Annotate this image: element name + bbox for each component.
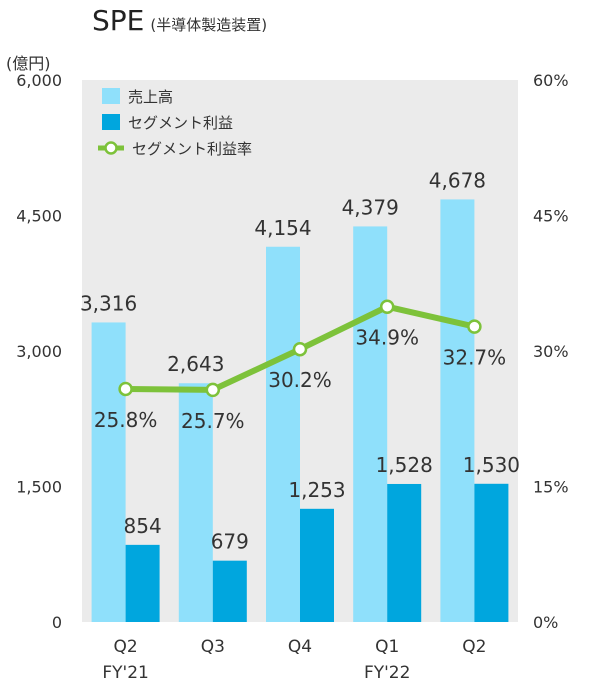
y2-tick-label: 15% <box>533 478 569 497</box>
legend-label-margin: セグメント利益率 <box>132 140 252 158</box>
chart-title-main: SPE <box>92 4 145 37</box>
chart-title: SPE (半導体製造装置) <box>92 4 267 37</box>
bar-segment-profit <box>300 508 334 622</box>
bar-sales <box>178 383 213 622</box>
legend-marker-margin <box>104 141 118 155</box>
x-group-label: FY'21 <box>102 663 148 683</box>
legend-label-profit: セグメント利益 <box>128 114 233 132</box>
y2-tick-label: 0% <box>533 613 558 632</box>
line-point-segment-margin <box>205 382 221 398</box>
x-tick-label: Q2 <box>113 637 137 657</box>
x-tick-label: Q3 <box>201 637 225 657</box>
line-point-label: 32.7% <box>443 346 507 370</box>
bar-sales-label: 4,154 <box>254 216 311 240</box>
bar-sales-label: 4,379 <box>342 195 399 219</box>
bar-sales-label: 4,678 <box>429 168 486 192</box>
line-point-label: 34.9% <box>355 326 419 350</box>
chart-subtitle: (半導体製造装置) <box>150 16 268 34</box>
y-axis-unit-label: (億円) <box>6 54 51 73</box>
line-point-label: 30.2% <box>268 368 332 392</box>
bar-segment-profit <box>125 544 160 622</box>
bar-sales <box>440 199 475 623</box>
bar-sales-label: 3,316 <box>80 291 137 315</box>
x-group-label: FY'22 <box>364 663 410 683</box>
y2-tick-label: 60% <box>533 71 569 90</box>
bar-sales <box>91 322 126 622</box>
bar-profit-label: 1,528 <box>376 453 433 477</box>
x-tick-label: Q2 <box>462 637 486 657</box>
bar-segment-profit <box>212 560 247 622</box>
bar-segment-profit <box>387 483 422 622</box>
bar-sales-label: 2,643 <box>167 352 224 376</box>
y-tick-label: 3,000 <box>16 342 62 361</box>
y-tick-label: 1,500 <box>16 478 62 497</box>
legend-swatch-sales <box>102 88 120 104</box>
bar-profit-label: 679 <box>211 530 249 554</box>
legend-swatch-profit <box>102 114 120 130</box>
bar-profit-label: 854 <box>124 514 162 538</box>
line-point-segment-margin <box>292 341 308 357</box>
y-tick-label: 0 <box>52 613 62 632</box>
line-point-segment-margin <box>379 299 395 314</box>
x-tick-label: Q4 <box>288 637 312 657</box>
line-point-segment-margin <box>467 319 482 334</box>
bar-segment-profit <box>474 483 509 622</box>
y-tick-label: 6,000 <box>16 71 62 90</box>
bar-sales <box>266 246 300 622</box>
bar-profit-label: 1,530 <box>463 453 520 477</box>
line-point-segment-margin <box>118 381 133 397</box>
y2-tick-label: 30% <box>533 342 569 361</box>
line-point-label: 25.8% <box>94 408 158 432</box>
y-tick-label: 4,500 <box>16 207 62 226</box>
y2-tick-label: 45% <box>533 207 569 226</box>
line-point-label: 25.7% <box>181 409 245 433</box>
bar-profit-label: 1,253 <box>288 478 345 502</box>
bar-sales <box>353 226 388 622</box>
x-tick-label: Q1 <box>375 637 399 657</box>
legend-label-sales: 売上高 <box>128 88 173 106</box>
